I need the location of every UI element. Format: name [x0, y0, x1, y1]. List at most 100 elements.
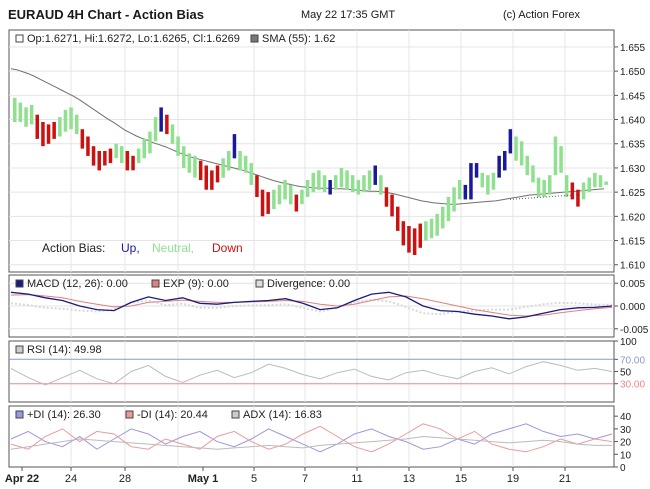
price-bar [536, 177, 541, 197]
price-bar [193, 155, 197, 178]
price-bar [52, 122, 56, 139]
price-bar [441, 206, 445, 229]
x-axis-tick-label: 5 [251, 473, 257, 485]
price-y-tick-label: 1.650 [620, 67, 645, 78]
exp-legend-text: EXP (9): 0.00 [163, 278, 229, 290]
price-bar [75, 114, 79, 135]
price-bar [148, 131, 152, 154]
price-y-tick-label: 1.630 [620, 164, 645, 175]
price-bar [356, 180, 361, 195]
price-bar [559, 146, 563, 173]
price-bar [243, 155, 248, 173]
dmi-y-tick-label: 0 [620, 463, 626, 474]
bias-up-label: Up, [121, 241, 140, 255]
x-axis-tick-label: 15 [455, 473, 467, 485]
price-bar [86, 136, 90, 156]
macd-y-tick-label: 0.005 [620, 279, 645, 290]
dmi-series-di-line [10, 423, 613, 453]
price-bar [396, 206, 400, 231]
price-bar [24, 107, 28, 127]
divergence-legend-text: Divergence: 0.00 [267, 278, 350, 290]
price-bar [29, 105, 34, 125]
price-bar [46, 124, 51, 144]
price-bar [564, 175, 569, 197]
price-bar [142, 138, 146, 159]
rsi-y-tick-label: 50 [620, 368, 632, 379]
price-bar [35, 114, 39, 139]
dmi-y-tick-label: 40 [620, 412, 632, 423]
sma-legend-text: SMA (55): 1.62 [262, 33, 335, 45]
price-bar [429, 218, 434, 239]
price-bar [587, 177, 591, 193]
rsi-y-tick-label: 30.00 [620, 380, 645, 391]
price-bar [182, 146, 186, 168]
divergence-legend-swatch [255, 279, 264, 288]
price-bar [221, 158, 225, 178]
chart-datetime: May 22 17:35 GMT [301, 9, 396, 21]
price-bar [165, 114, 169, 135]
price-bar [114, 143, 118, 159]
price-bar [136, 148, 141, 164]
price-bar [508, 129, 513, 154]
price-bar [294, 194, 299, 212]
dmi-y-tick-label: 10 [620, 450, 632, 461]
price-bar [249, 163, 253, 185]
action-bias-label: Action Bias: [42, 241, 105, 255]
price-bar [18, 102, 23, 122]
price-bar [452, 187, 456, 212]
price-bar [350, 175, 355, 193]
price-bar [435, 213, 439, 236]
price-bar [272, 189, 276, 210]
price-bar [418, 223, 422, 248]
dmi-series-adx-line [10, 435, 612, 450]
adx-legend-swatch [231, 410, 240, 419]
price-bar [215, 165, 220, 183]
chart-copyright: (c) Action Forex [503, 9, 581, 21]
price-bar [531, 165, 535, 183]
chart-header: EURAUD 4H Chart - Action Bias May 22 17:… [0, 0, 650, 30]
price-bar [41, 122, 45, 147]
price-bar [604, 181, 608, 185]
price-bar [491, 172, 496, 190]
macd-legend-text: MACD (12, 26): 0.00 [27, 278, 128, 290]
price-y-tick-label: 1.640 [620, 116, 645, 127]
price-bar [367, 170, 372, 190]
price-y-tick-label: 1.635 [620, 140, 645, 151]
price-bar [317, 170, 321, 190]
x-axis-tick-label: Apr 22 [5, 473, 39, 485]
price-bar [514, 136, 518, 161]
price-y-tick-label: 1.625 [620, 188, 645, 199]
price-bar [412, 228, 417, 255]
price-y-tick-label: 1.610 [620, 261, 645, 272]
price-bar [469, 163, 473, 200]
price-bar [379, 175, 383, 195]
x-axis-tick-label: 24 [65, 473, 77, 485]
price-bar [131, 155, 135, 171]
price-bar [503, 151, 507, 171]
rsi-series-rsi-line [10, 361, 613, 386]
sma-legend-swatch [250, 34, 259, 43]
x-axis-tick-label: 19 [507, 473, 519, 485]
price-y-tick-label: 1.655 [620, 43, 645, 54]
price-bar [170, 124, 175, 144]
minus-di-legend-text: -DI (14): 20.44 [137, 409, 208, 421]
x-axis-tick-label: 13 [403, 473, 415, 485]
x-axis-tick-label: 7 [302, 473, 308, 485]
price-bar [108, 148, 113, 164]
price-bar [401, 221, 406, 246]
price-bar [446, 197, 451, 222]
price-bar [570, 182, 575, 200]
price-y-tick-label: 1.615 [620, 237, 645, 248]
price-bar [576, 189, 580, 207]
price-bar [125, 151, 130, 171]
exp-legend-swatch [151, 279, 160, 288]
price-bar [289, 184, 293, 205]
price-bar [334, 175, 338, 190]
price-bar [283, 180, 287, 200]
price-bar [153, 117, 158, 142]
price-bar [525, 155, 529, 176]
price-bar [227, 151, 231, 171]
price-bar [159, 107, 163, 132]
price-bar [97, 151, 101, 171]
